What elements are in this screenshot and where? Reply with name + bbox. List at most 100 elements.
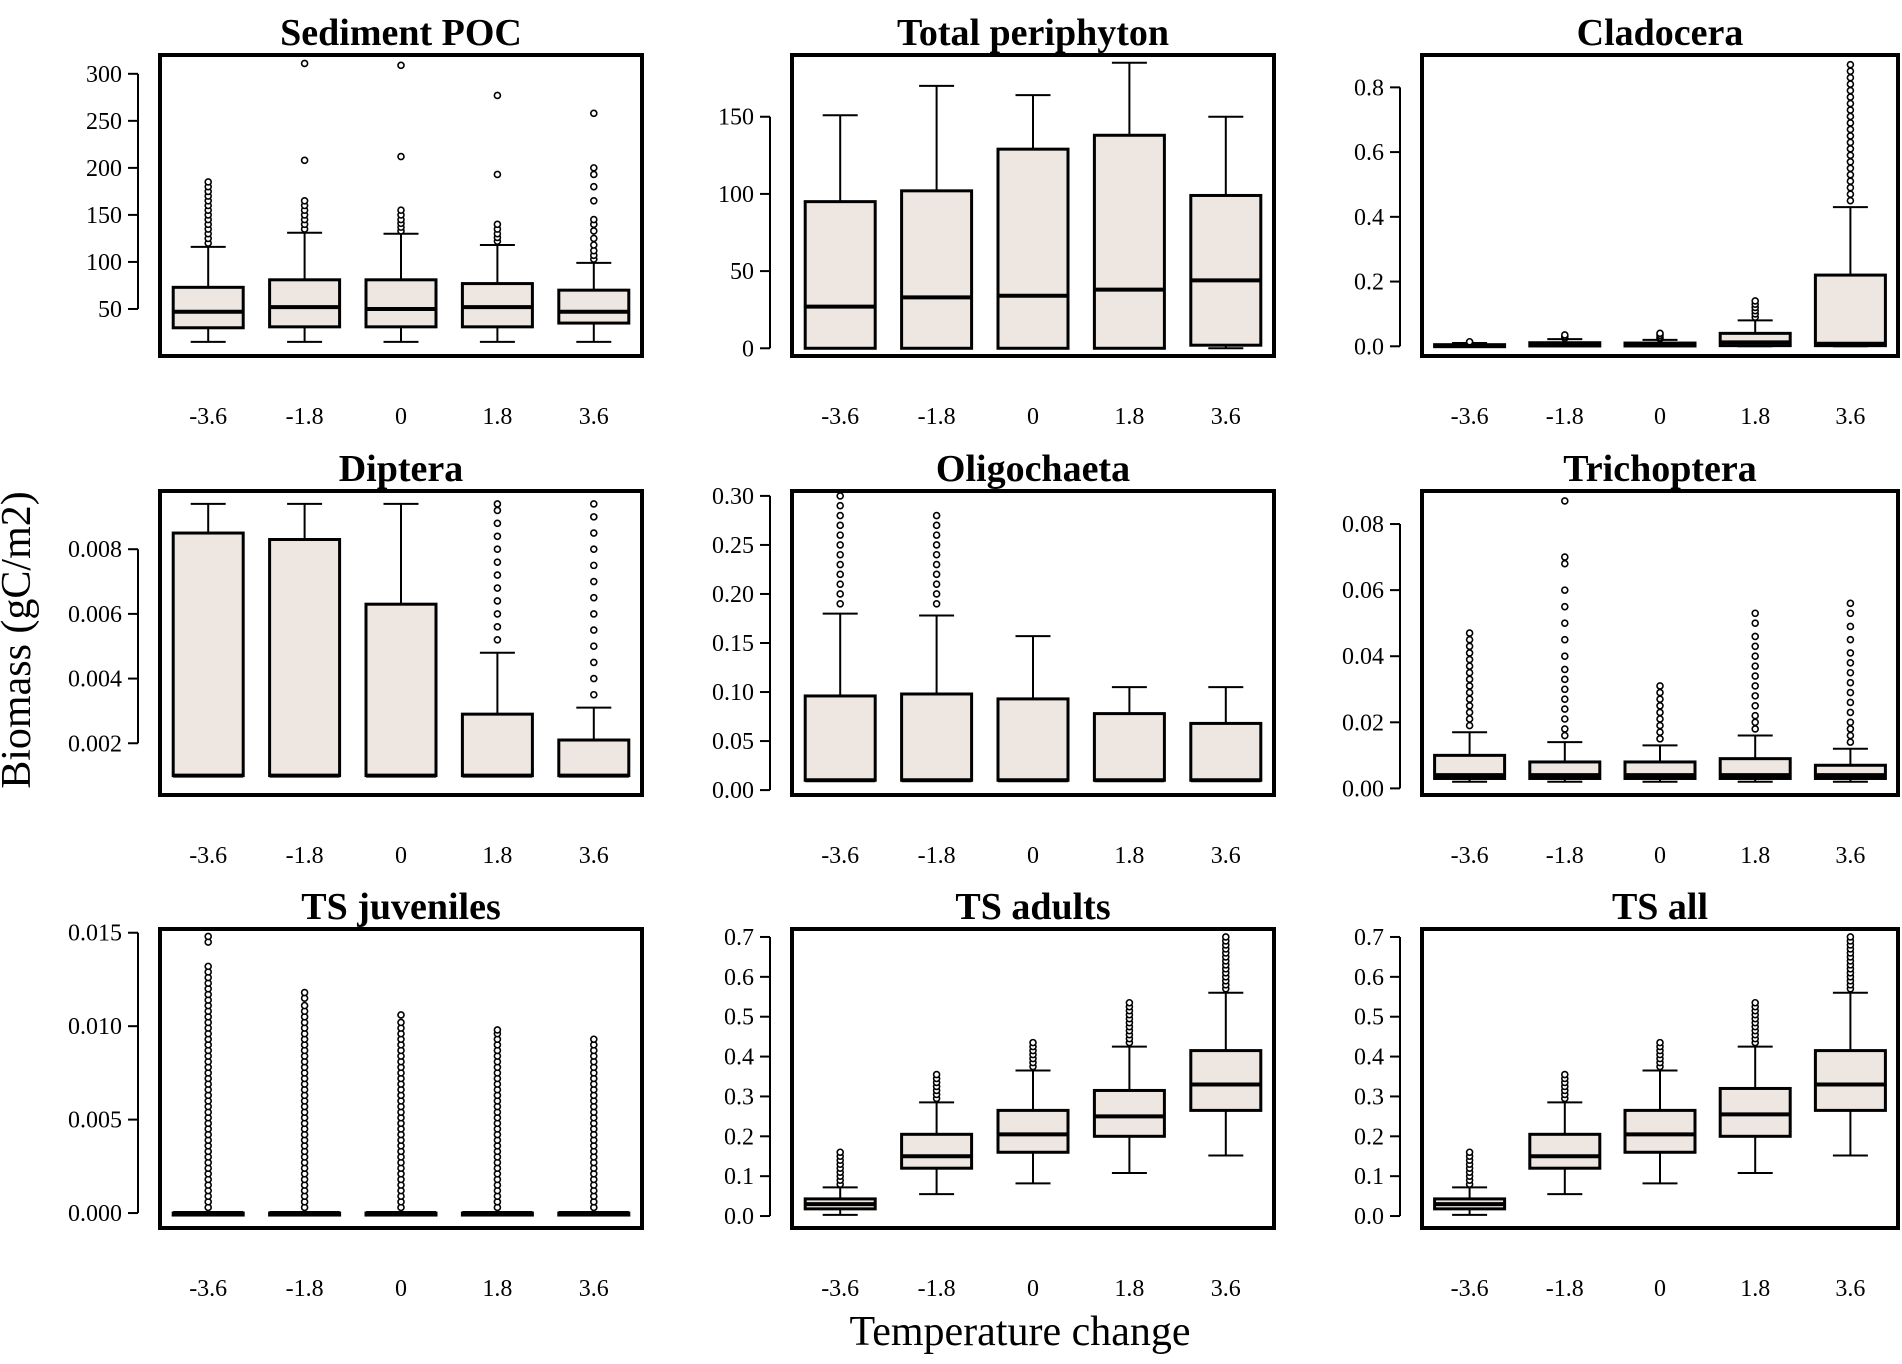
outlier-point (493, 584, 502, 592)
panels-group: Sediment POC 50 100 150 200 250 300 -3.6 -1.8 0 1.… (68, 12, 1900, 1302)
plot-frame (790, 927, 1276, 1230)
x-tick-label: 3.6 (1835, 1276, 1865, 1302)
y-tick-label: 0.0 (1354, 334, 1384, 360)
outlier-point (397, 61, 405, 70)
plot-frame (158, 53, 644, 358)
y-tick-label: 150 (718, 105, 754, 131)
panel-title: TS all (1612, 886, 1708, 928)
y-tick-label: 0.002 (68, 731, 122, 757)
box-iqr (460, 712, 534, 778)
outlier-point (1846, 106, 1855, 114)
panel-oligochaeta: Oligochaeta 0.00 0.05 0.10 0.15 0.20 0.25 0.30 -… (712, 448, 1276, 869)
box-iqr (557, 288, 631, 325)
box--3.6 (171, 932, 245, 1217)
outlier-point (589, 227, 598, 235)
outlier-point (300, 156, 309, 165)
outlier-point (300, 988, 309, 997)
outlier-point (1561, 685, 1569, 694)
x-tick-label: 1.8 (482, 1276, 512, 1302)
outlier-point (1561, 1070, 1569, 1079)
panel-ts-all: TS all 0.0 0.1 0.2 0.3 0.4 0.5 0.6 0.7 -3.6 -1.8 0 1… (1354, 886, 1900, 1302)
outlier-point (836, 560, 845, 569)
y-tick-label: 0.0 (724, 1204, 754, 1230)
outlier-point (1561, 635, 1569, 644)
outlier-point (1465, 649, 1474, 657)
box-iqr (900, 1132, 974, 1170)
outlier-point (300, 59, 309, 68)
outlier-point (1846, 678, 1855, 687)
outlier-point (1465, 662, 1474, 670)
outlier-point (589, 545, 598, 554)
x-tick-label: 3.6 (579, 1276, 609, 1302)
box-iqr (996, 697, 1070, 782)
x-tick-label: 0 (395, 1276, 407, 1302)
outlier-point (1846, 80, 1855, 88)
outlier-point (1846, 708, 1855, 717)
outlier-point (1751, 718, 1759, 727)
x-tick-label: 0 (1027, 1276, 1039, 1302)
outlier-point (1465, 675, 1474, 684)
box--1.8 (900, 84, 974, 350)
y-tick-label: 0.3 (724, 1084, 754, 1110)
outlier-point (1656, 682, 1664, 690)
box-0 (1623, 1038, 1697, 1185)
y-tick-label: 0.4 (1354, 205, 1384, 231)
outlier-point (932, 590, 941, 598)
outlier-point (836, 531, 845, 539)
y-tick-label: 0.6 (1354, 965, 1384, 991)
outlier-point (1846, 60, 1855, 69)
plot-frame (1420, 53, 1900, 358)
x-tick-label: 1.8 (1114, 1276, 1144, 1302)
y-tick-label: 0.0 (1354, 1204, 1384, 1230)
x-tick-label: -3.6 (821, 843, 859, 869)
outlier-point (1222, 933, 1230, 941)
outlier-point (1751, 619, 1759, 627)
outlier-point (932, 521, 941, 530)
outlier-point (932, 599, 941, 608)
box-iqr (364, 602, 438, 778)
x-tick-label: -3.6 (1451, 404, 1489, 430)
outlier-point (397, 1018, 405, 1027)
panel-sediment-poc: Sediment POC 50 100 150 200 250 300 -3.6 -1.8 0 1.… (86, 12, 644, 430)
plot-frame (158, 927, 644, 1230)
y-tick-label: 0.30 (712, 484, 754, 510)
outlier-point (1751, 297, 1759, 305)
outlier-point (589, 529, 598, 537)
outlier-point (493, 506, 502, 515)
x-tick-label: -1.8 (1546, 843, 1584, 869)
box-3.6 (1189, 686, 1263, 783)
y-tick-label: 50 (730, 259, 754, 285)
y-tick-label: 0.004 (68, 667, 122, 693)
box--1.8 (268, 988, 342, 1217)
box-iqr (1092, 133, 1166, 350)
outlier-point (932, 550, 941, 559)
x-tick-label: 3.6 (579, 404, 609, 430)
outlier-point (1656, 329, 1664, 338)
y-tick-label: 0.4 (1354, 1045, 1384, 1071)
x-tick-label: 0 (1027, 843, 1039, 869)
outlier-point (1125, 998, 1134, 1007)
outlier-point (1846, 151, 1855, 160)
panel-cladocera: Cladocera 0.0 0.2 0.4 0.6 0.8 -3.6 -1.8 0 1.8 3.6 (1354, 12, 1900, 430)
outlier-point (589, 642, 598, 651)
outlier-point (1846, 698, 1855, 707)
outlier-point (1846, 668, 1855, 677)
outlier-point (493, 558, 502, 566)
outlier-point (1751, 701, 1759, 710)
box-iqr (996, 1108, 1070, 1154)
outlier-point (1561, 553, 1569, 561)
box-iqr (268, 538, 342, 778)
outlier-point (1846, 112, 1855, 121)
plot-frame (790, 53, 1276, 358)
box-3.6 (557, 1035, 631, 1217)
outlier-point (1656, 715, 1664, 723)
box-0 (996, 635, 1070, 783)
outlier-point (1846, 158, 1855, 166)
box--3.6 (803, 492, 877, 783)
outlier-point (1465, 337, 1474, 346)
outlier-point (1846, 132, 1855, 140)
box-3.6 (1189, 115, 1263, 350)
box-1.8 (1718, 609, 1792, 783)
outlier-point (1846, 183, 1855, 192)
x-tick-label: -1.8 (918, 843, 956, 869)
